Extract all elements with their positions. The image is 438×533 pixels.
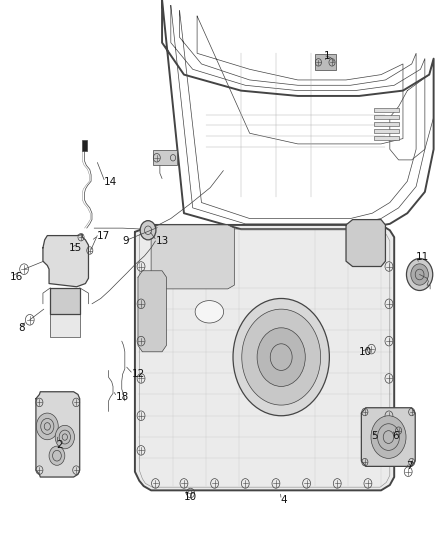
Circle shape	[257, 328, 305, 386]
Text: 4: 4	[280, 495, 287, 505]
Text: 15: 15	[69, 243, 82, 253]
Circle shape	[242, 309, 321, 405]
Text: 1: 1	[324, 51, 331, 61]
Text: 18: 18	[116, 392, 129, 402]
FancyBboxPatch shape	[315, 54, 336, 70]
FancyBboxPatch shape	[153, 150, 177, 165]
Circle shape	[411, 264, 428, 285]
Polygon shape	[361, 408, 415, 466]
Circle shape	[140, 221, 156, 240]
Polygon shape	[346, 220, 385, 266]
Circle shape	[49, 446, 65, 465]
Text: 12: 12	[132, 369, 145, 379]
Polygon shape	[138, 271, 166, 352]
FancyBboxPatch shape	[374, 122, 399, 126]
Text: 10: 10	[359, 347, 372, 357]
Text: 5: 5	[371, 431, 378, 441]
Polygon shape	[50, 314, 80, 337]
Text: 16: 16	[10, 272, 23, 282]
Circle shape	[371, 416, 406, 458]
Text: 6: 6	[392, 431, 399, 441]
Ellipse shape	[195, 301, 224, 323]
FancyBboxPatch shape	[82, 140, 87, 151]
FancyBboxPatch shape	[374, 136, 399, 140]
Text: 11: 11	[416, 252, 429, 262]
Polygon shape	[50, 288, 80, 314]
Text: 9: 9	[123, 236, 129, 246]
Text: 10: 10	[184, 492, 197, 502]
Text: 2: 2	[56, 440, 63, 450]
Polygon shape	[43, 235, 88, 287]
Polygon shape	[151, 225, 234, 289]
Polygon shape	[135, 225, 394, 490]
Text: 17: 17	[97, 231, 110, 240]
Text: 7: 7	[406, 462, 413, 471]
Circle shape	[406, 259, 433, 290]
FancyBboxPatch shape	[374, 115, 399, 119]
Polygon shape	[36, 392, 80, 477]
Text: 8: 8	[18, 323, 25, 333]
FancyBboxPatch shape	[374, 129, 399, 133]
Text: 13: 13	[155, 236, 169, 246]
Text: 14: 14	[104, 177, 117, 187]
Circle shape	[233, 298, 329, 416]
Circle shape	[55, 425, 74, 449]
Circle shape	[36, 413, 58, 440]
FancyBboxPatch shape	[374, 108, 399, 112]
